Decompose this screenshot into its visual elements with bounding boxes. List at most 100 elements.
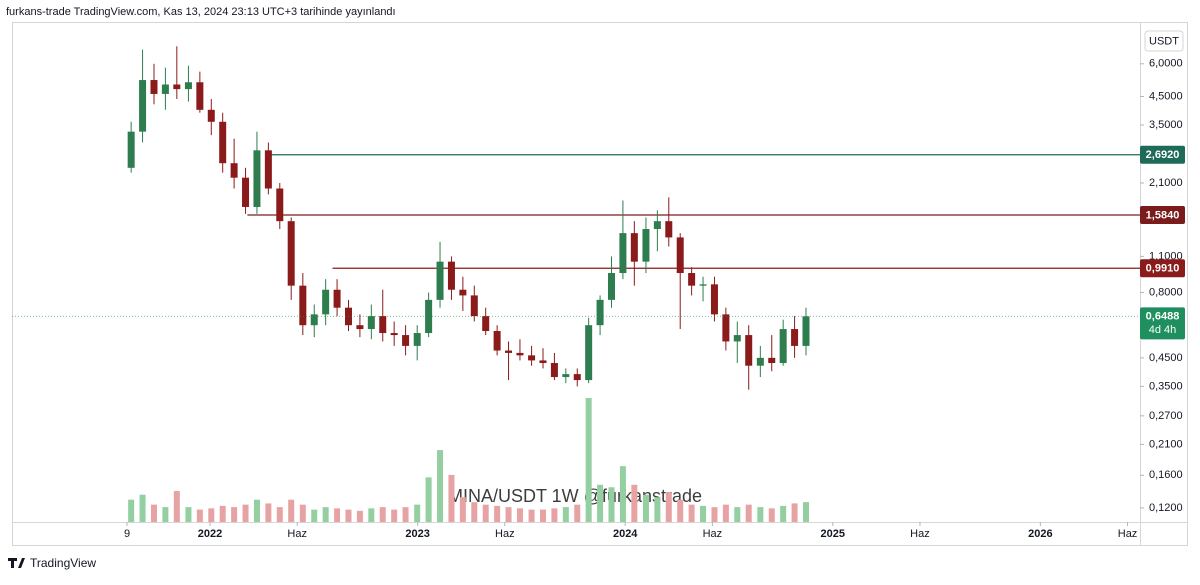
x-tick-label: Haz: [287, 528, 307, 540]
volume-bar: [276, 507, 283, 522]
volume-bar: [608, 487, 615, 522]
y-tick-label: 0,3500: [1149, 380, 1183, 392]
volume-bar: [414, 504, 421, 522]
candle-body: [653, 221, 661, 230]
volume-bar: [665, 492, 672, 522]
candle-body: [230, 163, 238, 178]
volume-bar: [574, 504, 581, 522]
volume-bar: [791, 503, 798, 522]
volume-bar: [677, 499, 684, 522]
volume-bar: [803, 502, 810, 522]
candle-body: [768, 357, 776, 364]
volume-bar: [482, 504, 489, 522]
volume-bar: [562, 507, 569, 522]
y-tick-label: 0,4500: [1149, 352, 1183, 364]
footer-text: TradingView: [30, 556, 96, 570]
candle-body: [242, 177, 250, 207]
volume-bar: [642, 494, 649, 522]
candle-body: [745, 335, 753, 366]
volume-bar: [700, 505, 707, 522]
volume-bar: [631, 484, 638, 522]
volume-bar: [288, 499, 295, 522]
candle-body: [161, 84, 169, 94]
candle-body: [528, 355, 536, 361]
candle-body: [470, 295, 478, 317]
level-price-label: 0,9910: [1146, 263, 1180, 275]
candle-body: [562, 374, 570, 378]
candle-body: [516, 352, 524, 356]
volume-bar: [162, 507, 169, 522]
candle-body: [733, 335, 741, 342]
x-tick-label: Haz: [1118, 528, 1138, 540]
candle-body: [173, 84, 181, 90]
candle-body: [573, 374, 581, 381]
candle-body: [505, 350, 513, 353]
y-tick-label: 0,8000: [1149, 286, 1183, 298]
candle-body: [676, 237, 684, 274]
volume-bar: [551, 508, 558, 522]
candle-body: [310, 314, 318, 326]
volume-bar: [688, 504, 695, 522]
volume-bar: [539, 509, 546, 522]
volume-bar: [265, 503, 272, 522]
candle-body: [436, 261, 444, 300]
candle-body: [367, 316, 375, 330]
volume-bar: [139, 494, 146, 522]
volume-bar: [311, 509, 318, 522]
candle-body: [127, 131, 135, 168]
volume-bar: [757, 507, 764, 522]
y-tick-label: 0,1600: [1149, 469, 1183, 481]
x-tick-label: 9: [124, 528, 130, 540]
candle-body: [630, 233, 638, 262]
volume-bar: [711, 507, 718, 522]
volume-bar: [437, 450, 444, 522]
candle-body: [425, 299, 433, 334]
candle-body: [710, 284, 718, 315]
x-tick-label: 2026: [1028, 528, 1052, 540]
volume-bar: [780, 505, 787, 522]
volume-bar: [654, 497, 661, 522]
x-tick-label: Haz: [910, 528, 930, 540]
currency-label[interactable]: USDT: [1149, 35, 1179, 47]
chart-frame: [12, 22, 1188, 546]
y-tick-label: 0,1200: [1149, 502, 1183, 514]
level-price-label: 1,5840: [1146, 209, 1180, 221]
y-tick-label: 0,2100: [1149, 438, 1183, 450]
candle-body: [619, 233, 627, 274]
volume-bar: [768, 508, 775, 522]
candle-body: [596, 299, 604, 326]
candle-body: [539, 360, 547, 364]
volume-bar: [585, 398, 592, 522]
volume-bar: [253, 499, 260, 522]
volume-bar: [356, 510, 363, 522]
volume-bar: [242, 504, 249, 522]
header-text: furkans-trade TradingView.com, Kas 13, 2…: [6, 6, 396, 18]
volume-bar: [231, 507, 238, 522]
candle-body: [607, 273, 615, 300]
last-price-box: [1140, 307, 1185, 340]
y-tick-label: 0,2700: [1149, 410, 1183, 422]
candle-body: [322, 289, 330, 315]
candle-body: [459, 289, 467, 296]
volume-bar: [219, 505, 226, 522]
x-tick-label: 2024: [613, 528, 638, 540]
volume-bar: [619, 466, 626, 522]
volume-bar: [379, 507, 386, 522]
y-tick-label: 2,1000: [1149, 177, 1183, 189]
volume-bar: [150, 504, 157, 522]
volume-bar: [196, 509, 203, 522]
volume-bar: [459, 497, 466, 522]
candle-body: [196, 82, 204, 110]
candle-body: [585, 325, 593, 381]
y-tick-label: 4,5000: [1149, 90, 1183, 102]
level-price-label: 2,6920: [1146, 149, 1180, 161]
volume-bar: [722, 504, 729, 522]
candle-body: [699, 284, 707, 286]
candle-body: [688, 273, 696, 286]
currency-box[interactable]: [1144, 30, 1184, 52]
candle-body: [550, 363, 558, 378]
volume-bar: [528, 509, 535, 522]
